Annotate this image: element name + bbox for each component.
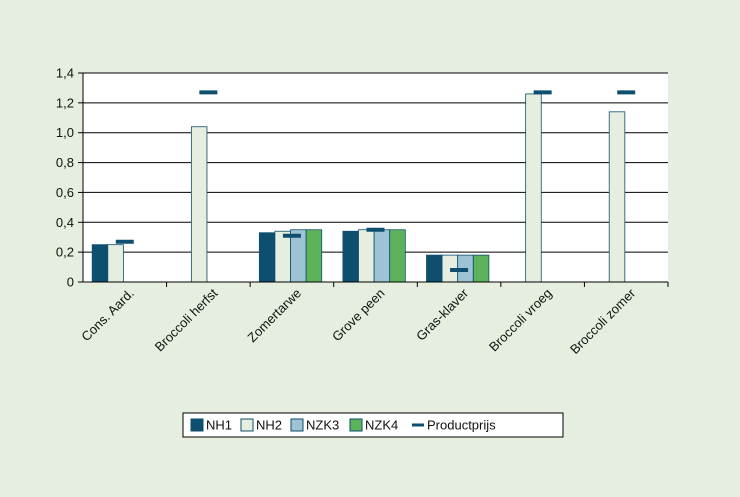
- y-tick-label: 0,8: [56, 155, 74, 170]
- bar-nh2-2: [274, 230, 291, 283]
- price-markers: [115, 90, 636, 273]
- legend-label: NH2: [256, 418, 282, 433]
- x-tick-labels: Cons. Aard. Broccoli herfst Zomertarwe Grov…: [78, 285, 639, 357]
- legend-label: NZK4: [365, 418, 398, 433]
- y-tick-labels: 0 0,2 0,4 0,6 0,8 1,0 1,2 1,4: [56, 66, 74, 290]
- x-tick-label: Gras-klaver: [413, 285, 472, 344]
- legend-swatch-nh1: [190, 418, 204, 432]
- x-tick-label: Broccoli zomer: [567, 285, 639, 357]
- bar-nh2-5: [525, 93, 542, 283]
- legend: NH1 NH2 NZK3 NZK4 Productprijs: [182, 412, 564, 438]
- bar-nh2-1: [190, 126, 208, 283]
- legend-label: Productprijs: [427, 418, 496, 433]
- bar-nh2-3: [358, 229, 375, 283]
- x-tick-label: Broccoli herfst: [152, 285, 221, 354]
- legend-swatch-nh2: [240, 418, 254, 432]
- bar-nzk4-4: [472, 254, 490, 283]
- legend-label: NH1: [206, 418, 232, 433]
- x-tick-label: Zomertarwe: [244, 286, 304, 346]
- legend-swatch-nzk4: [349, 418, 363, 432]
- bar-nzk4-2: [305, 229, 323, 283]
- y-tick-label: 1,0: [56, 125, 74, 140]
- bar-nzk4-3: [389, 229, 406, 283]
- bar-nh1-4: [426, 254, 443, 283]
- bars: [91, 93, 626, 283]
- bar-nh1-0: [91, 244, 109, 283]
- y-tick-label: 0: [67, 275, 74, 290]
- x-tick-label: Cons. Aard.: [78, 286, 137, 345]
- x-tick-label: Broccoli vroeg: [486, 286, 555, 355]
- y-tick-label: 1,4: [56, 66, 74, 81]
- legend-swatch-nzk3: [290, 418, 304, 432]
- bar-nh2-0: [107, 244, 124, 283]
- y-tick-label: 0,6: [56, 185, 74, 200]
- x-tick-label: Grove peen: [329, 286, 388, 345]
- bar-nh1-2: [258, 232, 276, 283]
- bar-nh1-3: [342, 230, 359, 283]
- y-tick-label: 0,2: [56, 245, 74, 260]
- legend-label: NZK3: [306, 418, 339, 433]
- y-tick-label: 1,2: [56, 95, 74, 110]
- y-tick-label: 0,4: [56, 215, 74, 230]
- bar-nh2-6: [608, 111, 626, 283]
- axes: [82, 73, 669, 287]
- bar-nzk3-3: [373, 229, 391, 283]
